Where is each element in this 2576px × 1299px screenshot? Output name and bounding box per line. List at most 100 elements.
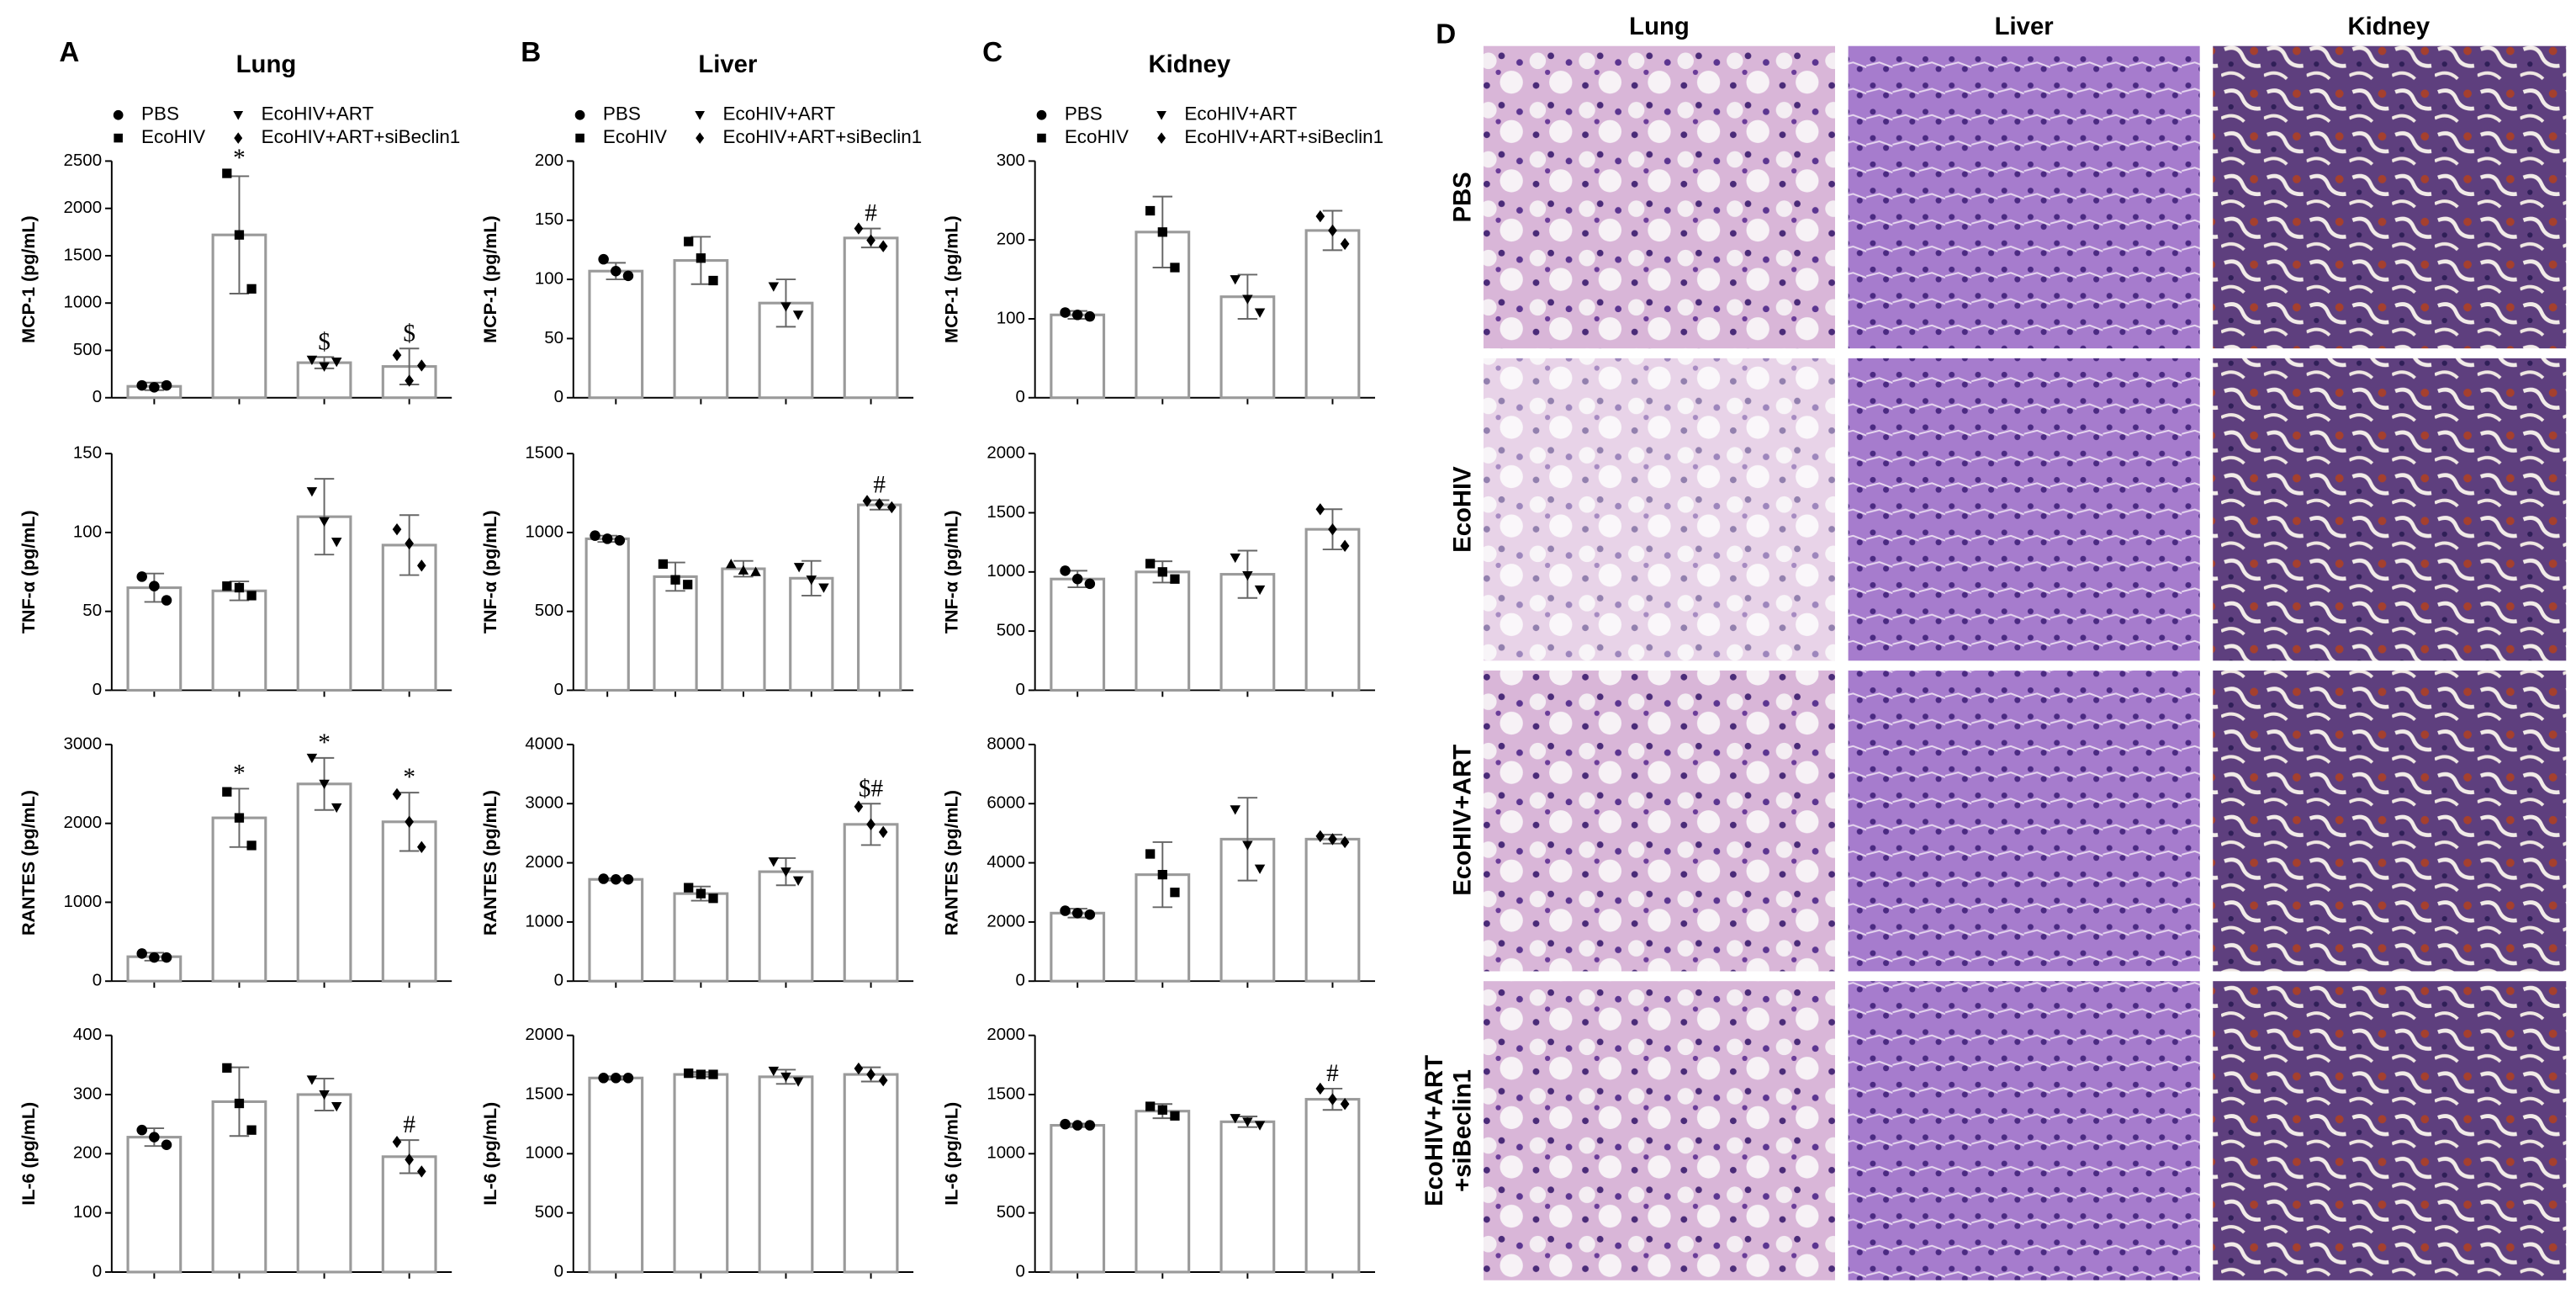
data-point xyxy=(161,595,172,606)
micrograph xyxy=(1483,45,1835,349)
data-point xyxy=(1254,308,1266,318)
data-point xyxy=(392,787,402,801)
data-point xyxy=(806,575,817,586)
legend-marker xyxy=(233,111,244,120)
data-point xyxy=(866,1068,875,1081)
data-point xyxy=(405,1153,414,1166)
row-label: EcoHIV+ART xyxy=(1448,745,1476,896)
data-point xyxy=(149,382,160,393)
data-point xyxy=(792,1077,804,1087)
data-point xyxy=(887,501,897,514)
y-tick-label: 6000 xyxy=(986,793,1025,813)
data-point xyxy=(1230,805,1240,815)
data-point xyxy=(738,565,749,575)
data-point xyxy=(1170,1111,1180,1121)
data-point xyxy=(405,537,414,550)
data-point xyxy=(601,533,613,544)
data-point xyxy=(780,867,791,877)
micrograph xyxy=(2213,671,2567,972)
data-point xyxy=(768,857,780,867)
data-point xyxy=(611,873,622,885)
y-tick-label: 3000 xyxy=(64,734,103,753)
y-tick-label: 1500 xyxy=(986,502,1025,522)
legend-marker xyxy=(113,109,124,120)
data-point xyxy=(1071,573,1083,585)
bar xyxy=(296,782,352,983)
micrograph xyxy=(1483,981,1835,1280)
y-tick-label: 0 xyxy=(93,1261,102,1280)
data-point xyxy=(1340,539,1350,553)
y-tick-label: 500 xyxy=(73,340,102,359)
data-point xyxy=(306,355,318,365)
micrograph xyxy=(2213,981,2567,1280)
data-point xyxy=(793,563,805,573)
chart-title: Lung xyxy=(236,50,297,78)
data-point xyxy=(319,517,330,528)
data-point xyxy=(696,888,706,899)
bar xyxy=(296,1093,352,1274)
bar xyxy=(381,1155,437,1274)
data-point xyxy=(405,374,414,387)
data-point xyxy=(1340,835,1350,849)
data-point xyxy=(696,253,706,263)
y-tick-label: 2000 xyxy=(525,852,563,872)
y-tick-label: 0 xyxy=(1016,971,1025,990)
data-point xyxy=(878,825,888,839)
y-tick-label: 1500 xyxy=(525,443,563,463)
data-point xyxy=(622,270,634,282)
y-tick-label: 100 xyxy=(73,522,102,541)
significance-label: # xyxy=(873,472,886,499)
data-point xyxy=(1084,578,1096,590)
bar xyxy=(211,589,267,692)
data-point xyxy=(1071,1120,1083,1131)
significance-label: $ xyxy=(318,328,331,355)
significance-label: # xyxy=(865,200,877,227)
bar xyxy=(1135,570,1191,692)
data-point xyxy=(708,1069,718,1079)
y-tick-label: 300 xyxy=(997,151,1025,170)
data-point xyxy=(1340,1098,1350,1111)
legend-label: EcoHIV+ART+siBeclin1 xyxy=(723,126,923,147)
data-point xyxy=(670,575,680,585)
y-tick-label: 0 xyxy=(1016,680,1025,699)
bar xyxy=(843,236,899,400)
y-tick-label: 1000 xyxy=(64,892,103,911)
y-tick-label: 500 xyxy=(535,1202,563,1222)
data-point xyxy=(1254,864,1266,874)
data-point xyxy=(1328,1093,1337,1105)
data-point xyxy=(598,873,609,884)
data-point xyxy=(622,1073,634,1084)
data-point xyxy=(331,538,342,548)
data-point xyxy=(1157,227,1167,237)
data-point xyxy=(708,275,718,286)
data-point xyxy=(1157,1105,1167,1115)
data-point xyxy=(818,583,829,593)
bar xyxy=(126,586,182,692)
data-point xyxy=(234,582,245,593)
data-point xyxy=(331,1102,342,1112)
bar xyxy=(1135,1110,1191,1274)
data-point xyxy=(1157,869,1167,880)
histology-panel: D Lung Liver Kidney PBS EcoHIV EcoHIV+ART EcoHI… xyxy=(1420,13,2567,1280)
data-point xyxy=(306,1075,318,1085)
data-point xyxy=(222,581,232,591)
data-point xyxy=(1060,307,1071,318)
data-point xyxy=(1145,205,1156,216)
legend-label: PBS xyxy=(603,103,641,125)
data-point xyxy=(319,779,330,790)
bar xyxy=(673,892,729,983)
y-tick-label: 1500 xyxy=(64,245,103,264)
data-point xyxy=(1315,1082,1325,1095)
error-bar xyxy=(1237,797,1258,882)
bar xyxy=(758,870,814,983)
data-point xyxy=(319,362,330,372)
data-point xyxy=(878,1074,888,1087)
significance-label: * xyxy=(233,145,246,172)
data-point xyxy=(416,359,426,372)
y-tick-label: 300 xyxy=(73,1084,102,1103)
y-tick-label: 1500 xyxy=(986,1084,1025,1103)
chart-title: Kidney xyxy=(1148,50,1230,78)
data-point xyxy=(1340,237,1350,251)
legend-marker xyxy=(696,132,705,144)
row-label: PBS xyxy=(1448,172,1476,222)
